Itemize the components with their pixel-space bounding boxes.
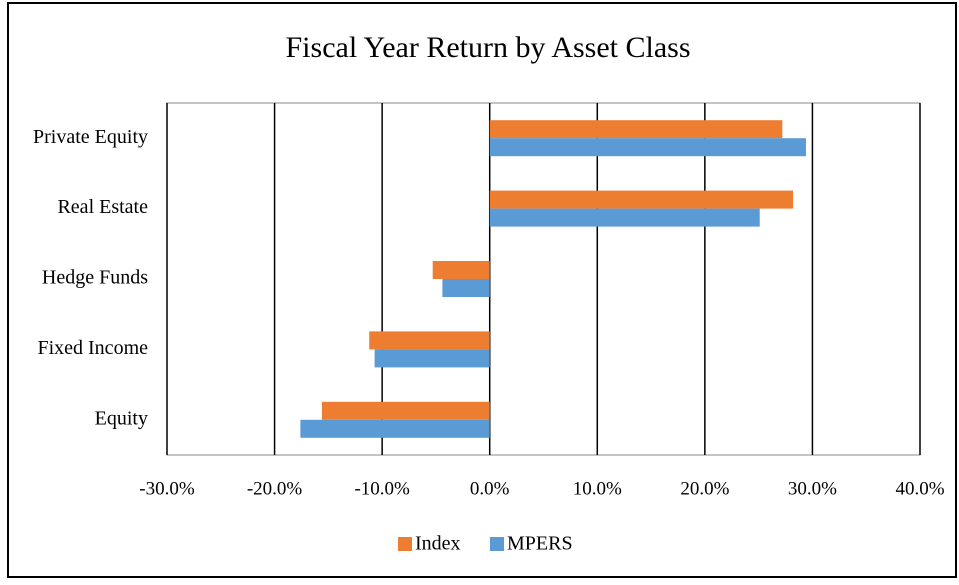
x-tick-label: -30.0%: [139, 478, 195, 499]
bar: [300, 419, 490, 438]
bar: [374, 349, 490, 368]
bar: [432, 261, 490, 279]
x-tick-label: 30.0%: [788, 478, 837, 499]
x-tick-label: -20.0%: [247, 478, 303, 499]
bar: [489, 208, 760, 227]
x-tick-label: 20.0%: [680, 478, 729, 499]
bar: [489, 138, 806, 157]
chart-title: Fiscal Year Return by Asset Class: [286, 31, 691, 64]
y-tick-label: Private Equity: [33, 126, 148, 148]
x-tick-label: 40.0%: [895, 478, 944, 499]
y-tick-label: Equity: [95, 407, 148, 429]
legend-swatch: [490, 537, 504, 551]
y-tick-label: Real Estate: [57, 196, 148, 218]
x-tick-label: -10.0%: [354, 478, 410, 499]
x-tick-label: 10.0%: [573, 478, 622, 499]
y-tick-label: Fixed Income: [37, 337, 148, 359]
bar: [369, 331, 490, 350]
bar: [321, 401, 490, 420]
bar: [489, 190, 794, 209]
bar: [442, 279, 490, 297]
legend-swatch: [398, 537, 412, 551]
legend-label: MPERS: [507, 533, 573, 555]
legend-label: Index: [415, 533, 461, 555]
y-tick-label: Hedge Funds: [42, 267, 148, 289]
x-tick-label: 0.0%: [470, 478, 510, 499]
bar: [489, 120, 783, 139]
